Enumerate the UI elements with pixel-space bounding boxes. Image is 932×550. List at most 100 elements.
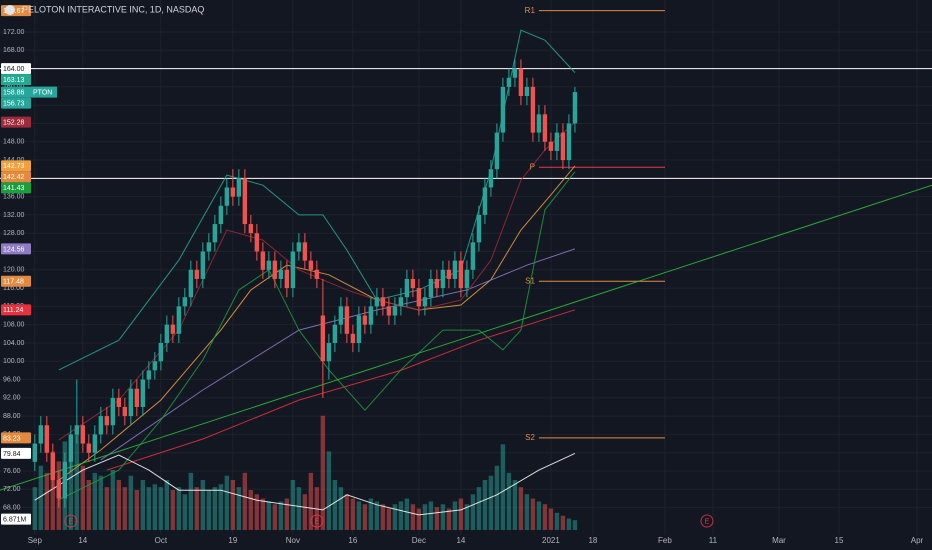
candle-body: [110, 397, 116, 426]
volume-bar: [368, 498, 374, 530]
indicator-line: [58, 165, 576, 481]
price-label: 142.42: [3, 174, 25, 181]
candle-body: [338, 306, 344, 325]
volume-bar: [560, 515, 566, 530]
y-tick-label: 148.00: [3, 139, 25, 146]
candle-body: [98, 416, 104, 435]
candle-body: [242, 178, 248, 225]
volume-bar: [548, 508, 554, 530]
candle-body: [230, 187, 236, 197]
candle-body: [404, 278, 410, 298]
ticker-tag: PTON: [33, 89, 52, 96]
candle-body: [200, 251, 206, 279]
x-tick-label: Apr: [911, 536, 924, 545]
volume-bar: [434, 507, 440, 530]
price-label-box: [1, 432, 31, 444]
volume-bar: [170, 490, 176, 530]
volume-bar: [146, 487, 152, 530]
volume-bar: [242, 472, 248, 530]
indicator-line: [106, 309, 576, 471]
candles: [32, 59, 578, 508]
volume-bar: [110, 470, 116, 530]
y-tick-label: 132.00: [3, 212, 25, 219]
volume-bar: [326, 451, 332, 530]
volume-bar: [260, 498, 266, 530]
candle-body: [62, 461, 68, 499]
candle-body: [464, 269, 470, 289]
candle-body: [422, 297, 428, 307]
volume-bar: [38, 465, 44, 530]
candle-body: [494, 132, 500, 170]
y-tick-label: 68.00: [3, 504, 21, 511]
candle-body: [410, 278, 416, 289]
volume-bar: [272, 504, 278, 530]
indicator-line: [0, 184, 932, 491]
candle-body: [566, 123, 572, 161]
candle-body: [158, 342, 164, 362]
candle-body: [302, 242, 308, 261]
candle-body: [524, 86, 530, 97]
candle-body: [440, 269, 446, 289]
volume-bar: [152, 484, 158, 530]
candle-body: [146, 370, 152, 380]
candle-body: [266, 260, 272, 270]
volume-bar: [338, 487, 344, 530]
volume-bar: [332, 480, 338, 530]
candle-body: [554, 132, 560, 151]
candle-body: [320, 315, 326, 362]
volume-bar: [278, 501, 284, 530]
y-tick-label: 128.00: [3, 230, 25, 237]
x-tick-label: 14: [456, 536, 465, 545]
volume-bar: [188, 472, 194, 530]
candle-body: [170, 324, 176, 334]
candle-body: [362, 315, 368, 325]
volume-bar: [566, 518, 572, 530]
candle-body: [80, 425, 86, 444]
volume-bar: [296, 487, 302, 530]
candle-body: [548, 141, 554, 151]
volume-bar: [98, 475, 104, 530]
volume-bar: [374, 501, 380, 530]
candle-body: [308, 260, 314, 270]
candle-body: [374, 297, 380, 307]
price-label: 164.00: [3, 66, 25, 73]
volume-bar: [572, 520, 578, 530]
candle-body: [518, 68, 524, 97]
volume-bar: [500, 444, 506, 530]
x-tick-label: 14: [78, 536, 87, 545]
price-label: 111.24: [3, 307, 23, 314]
candle-body: [482, 187, 488, 215]
volume-bar: [452, 501, 458, 530]
candle-body: [38, 425, 44, 444]
candle-body: [458, 260, 464, 289]
price-label-box: [1, 74, 31, 86]
candle-body: [476, 214, 482, 243]
volume-bar: [380, 504, 386, 530]
volume-bar: [416, 508, 422, 530]
volume-bar: [530, 498, 536, 530]
volume-bar: [224, 475, 230, 530]
candle-body: [164, 324, 170, 343]
volume-bar: [458, 498, 464, 530]
x-tick-label: 2021: [542, 536, 560, 545]
candle-body: [236, 178, 242, 197]
candle-body: [68, 434, 74, 462]
event-marker: [64, 514, 78, 528]
volume-bar: [440, 504, 446, 530]
price-label: 117.48: [3, 279, 24, 286]
volume-bar: [308, 472, 314, 530]
volume-bar: [194, 487, 200, 530]
candle-body: [134, 388, 140, 407]
volume-bar: [206, 490, 212, 530]
x-tick-label: Oct: [155, 536, 168, 545]
candle-body: [116, 397, 122, 407]
price-label: 152.28: [3, 120, 25, 127]
candle-body: [368, 306, 374, 325]
candle-body: [392, 306, 398, 316]
candle-body: [344, 306, 350, 334]
volume-bar: [80, 465, 86, 530]
volume-bar: [230, 480, 236, 530]
volume-bar: [122, 487, 128, 530]
y-tick-label: 136.00: [3, 193, 25, 200]
candle-body: [272, 260, 278, 279]
